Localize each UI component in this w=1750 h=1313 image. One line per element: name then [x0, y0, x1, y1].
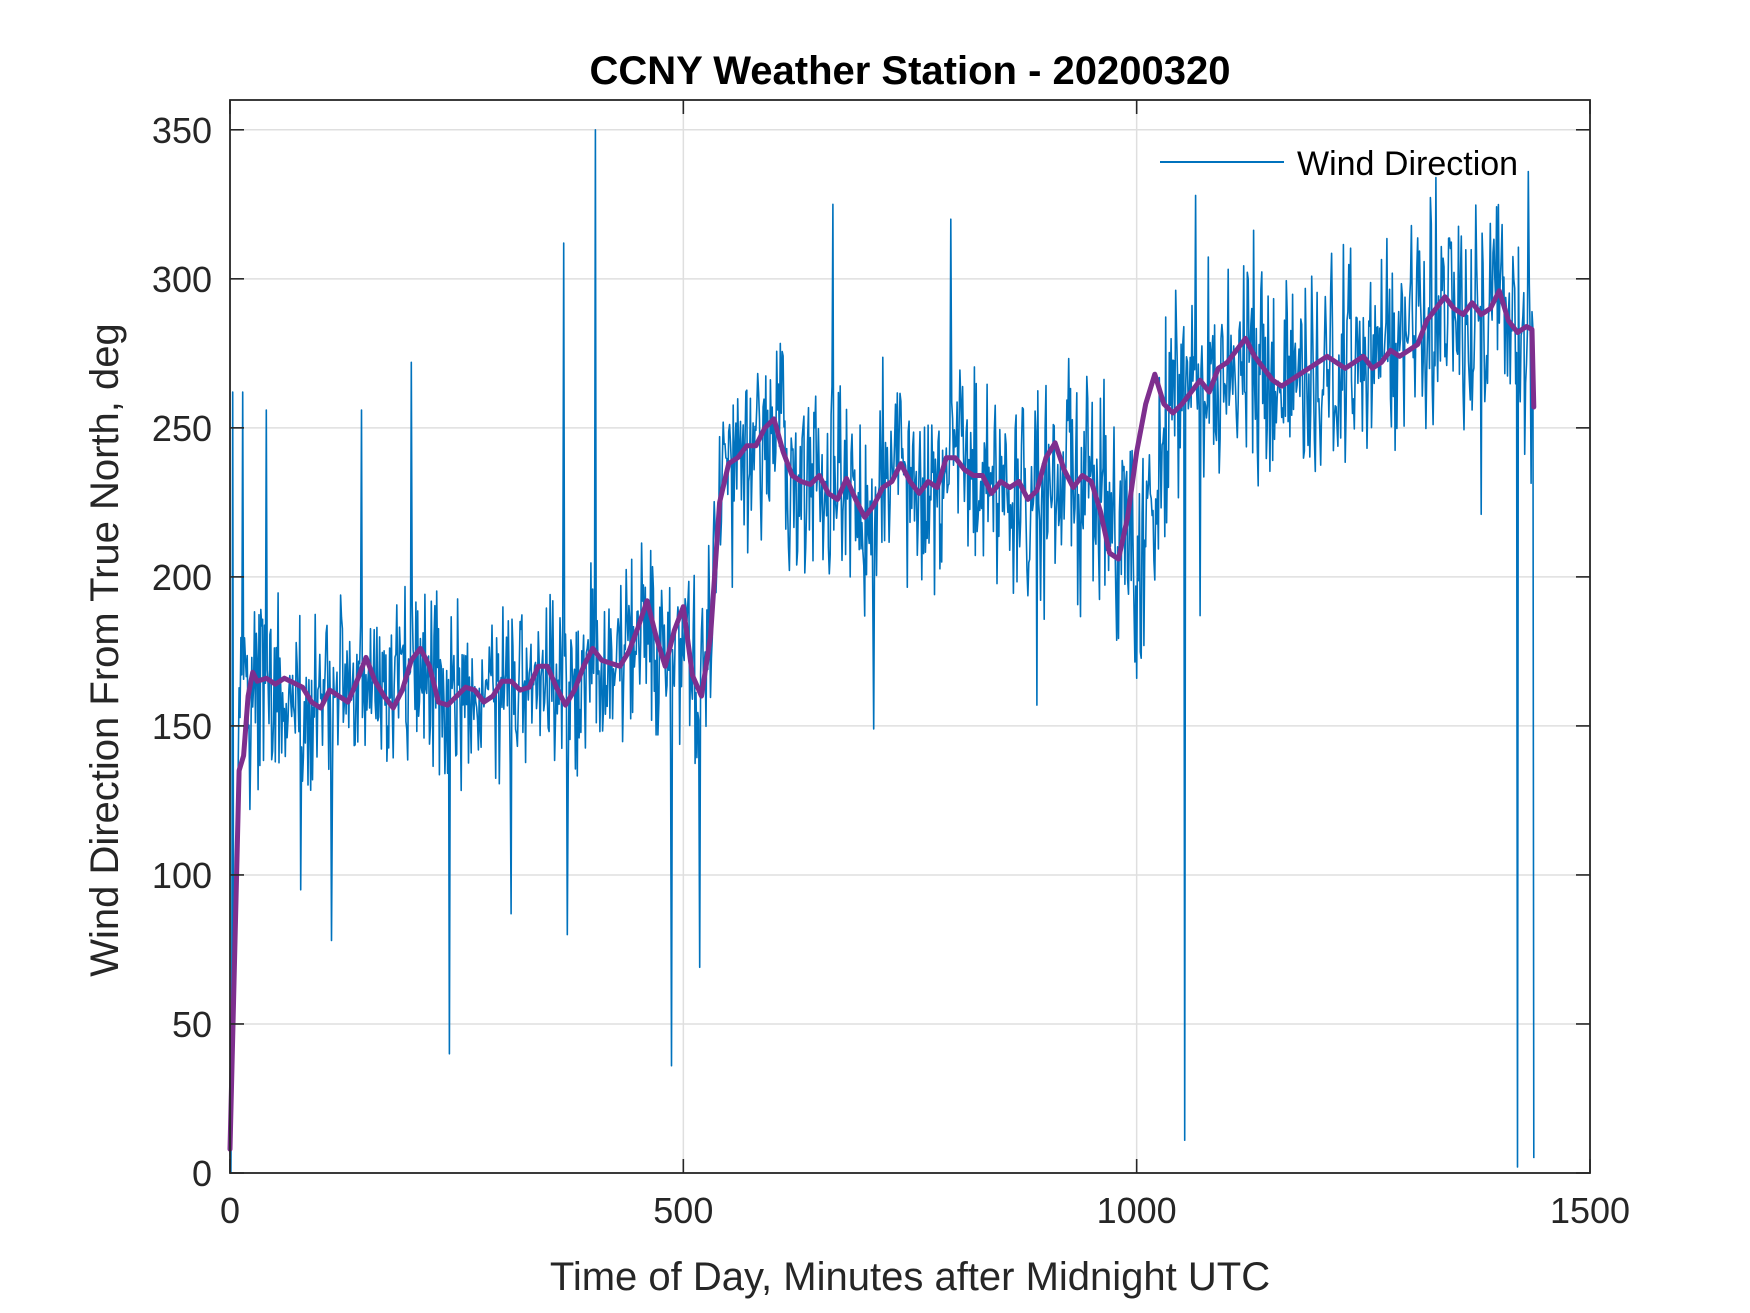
y-tick-label: 200: [152, 557, 212, 598]
axes-box: [229, 99, 1591, 1174]
y-tick-label: 150: [152, 706, 212, 747]
plot-series: [227, 129, 1537, 1174]
x-tick-label: 500: [653, 1190, 713, 1231]
series-line-smoothed: [227, 288, 1537, 1152]
legend: Wind Direction: [1160, 145, 1518, 183]
chart-title: CCNY Weather Station - 20200320: [590, 49, 1231, 93]
x-tick-label: 1000: [1097, 1190, 1177, 1231]
legend-label-wind-direction: Wind Direction: [1297, 145, 1518, 183]
y-axis-label: Wind Direction From True North, deg: [83, 323, 127, 977]
y-tick-label: 250: [152, 408, 212, 449]
y-tick-label: 300: [152, 259, 212, 300]
y-tick-label: 50: [172, 1004, 212, 1045]
x-tick-label: 0: [220, 1190, 240, 1231]
axes: 0 500 1000 1500 0 50 100 150 200 250 300 350: [152, 99, 1630, 1231]
y-tick-label: 350: [152, 110, 212, 151]
x-axis-label: Time of Day, Minutes after Midnight UTC: [550, 1255, 1270, 1299]
y-tick-label: 100: [152, 855, 212, 896]
y-tick-label: 0: [192, 1153, 212, 1194]
series-line-wind-direction: [229, 129, 1535, 1174]
x-tick-label: 1500: [1550, 1190, 1630, 1231]
